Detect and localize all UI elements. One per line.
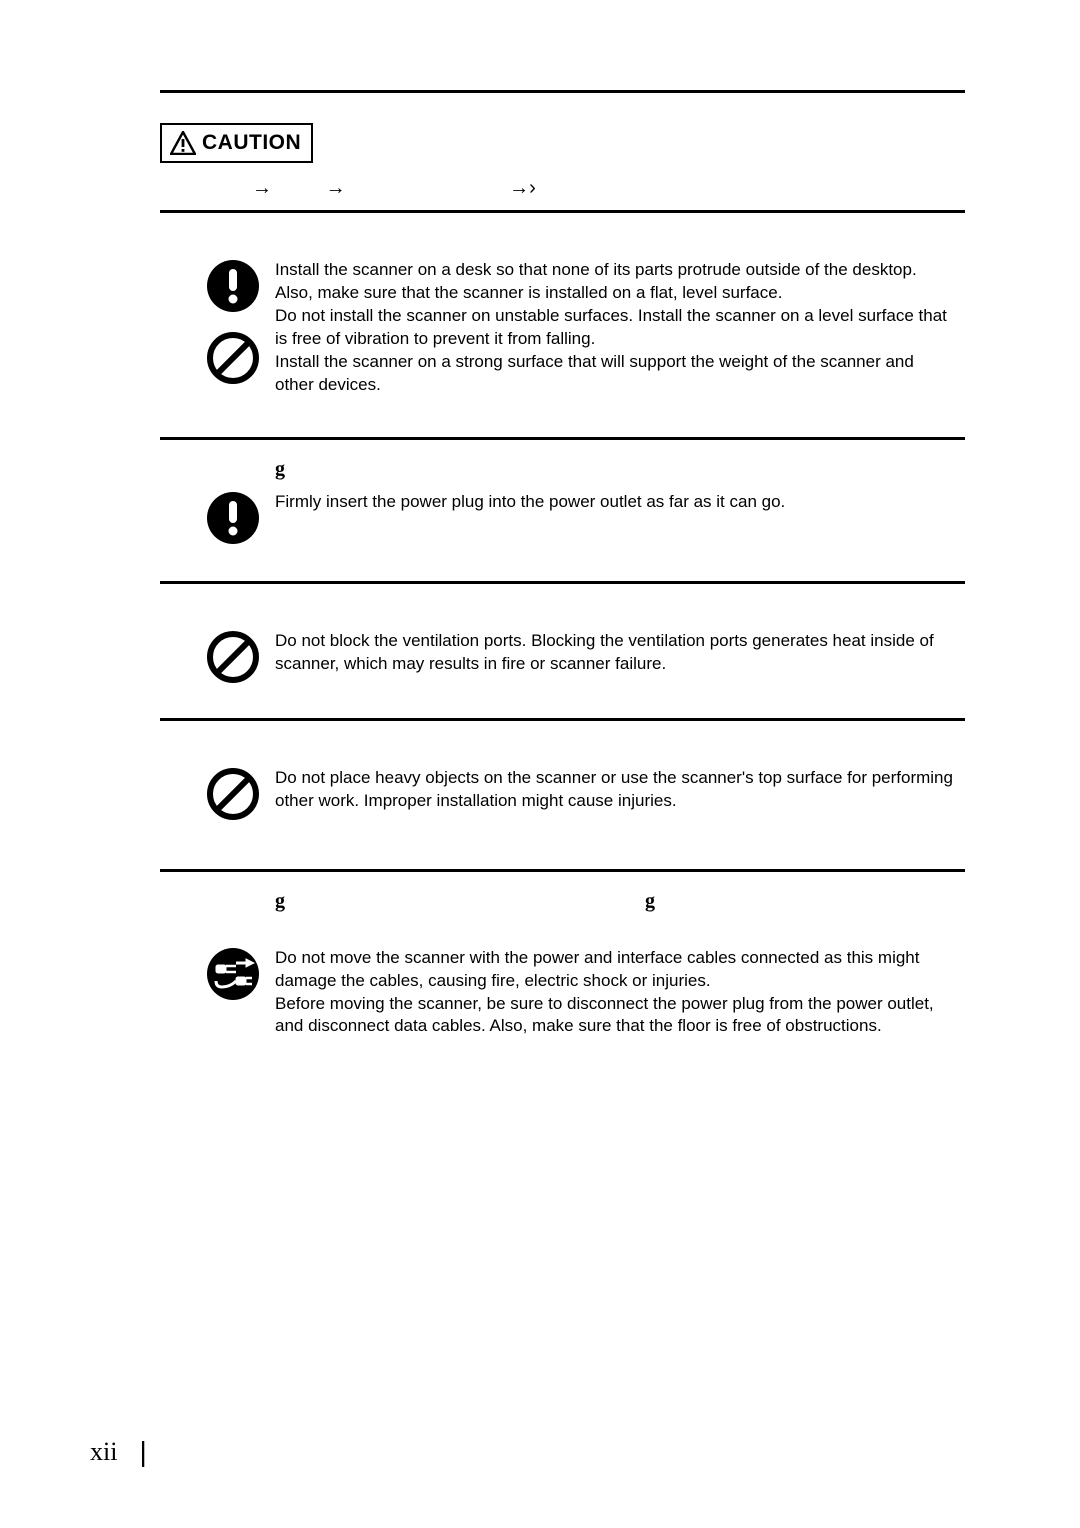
prohibit-icon	[206, 630, 260, 684]
glyph-g: g	[645, 890, 655, 912]
section-row: Do not place heavy objects on the scanne…	[160, 767, 965, 821]
caution-label: CAUTION	[202, 131, 301, 155]
icon-column	[160, 630, 275, 684]
arrow-icon: →	[326, 177, 346, 199]
glyph-g: g	[275, 890, 285, 912]
footer-separator: |	[139, 1436, 146, 1468]
section-row: Do not move the scanner with the power a…	[160, 917, 965, 1039]
section-text: Do not place heavy objects on the scanne…	[275, 767, 965, 813]
page-footer: xii |	[90, 1436, 169, 1468]
caution-box: CAUTION	[160, 123, 313, 163]
section-text: Do not block the ventilation ports. Bloc…	[275, 630, 965, 676]
top-rule	[160, 90, 965, 93]
safety-section: g g	[160, 890, 965, 1039]
mandatory-icon	[206, 259, 260, 313]
unplug-icon	[206, 947, 260, 1001]
caution-triangle-icon	[170, 131, 196, 155]
double-arrow-icon: →›	[509, 177, 536, 199]
page-number: xii	[90, 1437, 117, 1467]
arrow-icon: →	[252, 177, 272, 199]
glyph-row: g	[160, 458, 965, 481]
prohibit-icon	[206, 767, 260, 821]
mandatory-icon	[206, 491, 260, 545]
section-text: Install the scanner on a desk so that no…	[275, 259, 965, 397]
glyph-g: g	[275, 458, 285, 480]
section-row: Firmly insert the power plug into the po…	[160, 485, 965, 545]
safety-section: Do not place heavy objects on the scanne…	[160, 721, 965, 872]
section-divider	[160, 869, 965, 872]
icon-column	[160, 259, 275, 385]
safety-section: Do not block the ventilation ports. Bloc…	[160, 584, 965, 721]
document-page: CAUTION → → →› Install the scanner on a …	[0, 0, 1080, 1528]
prohibit-icon	[206, 331, 260, 385]
icon-column	[160, 947, 275, 1001]
icon-column	[160, 767, 275, 821]
section-divider	[160, 437, 965, 440]
section-row: Install the scanner on a desk so that no…	[160, 259, 965, 397]
safety-section: Install the scanner on a desk so that no…	[160, 213, 965, 440]
glyph-row: g g	[160, 890, 965, 913]
icon-column	[160, 491, 275, 545]
section-text: Firmly insert the power plug into the po…	[275, 491, 965, 514]
arrows-row: → → →›	[160, 177, 965, 200]
safety-section: g Firmly insert the power plug into the …	[160, 458, 965, 584]
section-row: Do not block the ventilation ports. Bloc…	[160, 630, 965, 684]
section-text: Do not move the scanner with the power a…	[275, 947, 965, 1039]
